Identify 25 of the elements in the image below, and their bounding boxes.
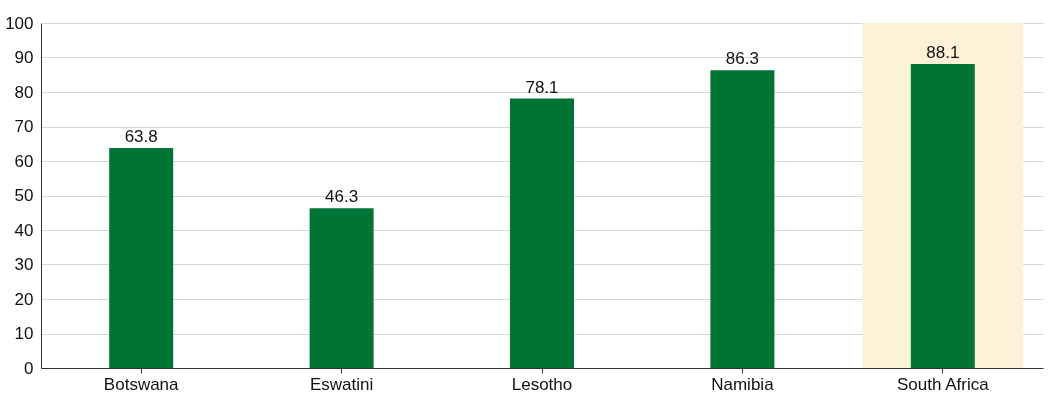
data-label: 88.1 — [926, 43, 960, 63]
x-tick-label: Botswana — [103, 374, 180, 394]
y-tick-label: 40 — [14, 220, 34, 240]
y-tick-label: 70 — [14, 117, 34, 136]
bar — [710, 70, 775, 368]
y-tick-label: 10 — [14, 324, 34, 343]
bar — [309, 208, 374, 368]
x-tick-label: South Africa — [896, 374, 990, 394]
y-tick-label: 20 — [14, 289, 34, 309]
bar — [109, 147, 174, 368]
data-label: 86.3 — [725, 49, 759, 69]
data-label: 46.3 — [325, 187, 359, 207]
y-tick-label: 60 — [14, 151, 34, 171]
x-tick-label: Lesotho — [511, 374, 573, 394]
bar — [510, 98, 574, 368]
y-tick-label: 80 — [14, 82, 34, 102]
y-tick-label: 90 — [14, 48, 34, 67]
y-tick-label: 30 — [14, 255, 34, 274]
data-label: 78.1 — [525, 77, 559, 97]
data-label: 63.8 — [124, 126, 158, 146]
x-tick-label: Namibia — [711, 374, 775, 394]
x-tick-label: Eswatini — [309, 374, 374, 394]
y-tick-label: 100 — [5, 13, 34, 33]
y-tick-label: 50 — [14, 186, 34, 205]
y-tick-label: 0 — [24, 358, 34, 378]
